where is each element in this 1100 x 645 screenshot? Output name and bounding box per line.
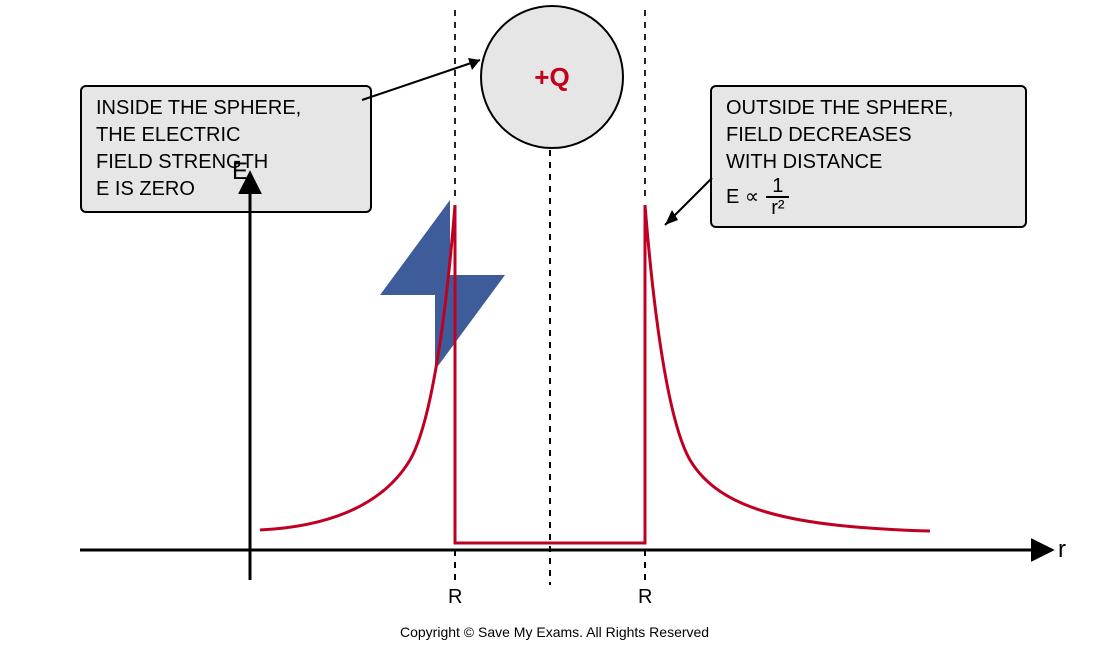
formula-denominator: r² [765,198,790,218]
y-axis-label: E [232,158,248,186]
callout-inside-sphere: INSIDE THE SPHERE, THE ELECTRIC FIELD ST… [80,85,372,213]
formula-lhs: E ∝ [726,184,759,211]
formula-numerator: 1 [766,176,789,198]
callout-line: OUTSIDE THE SPHERE, [726,95,1011,122]
callout-line: WITH DISTANCE [726,149,1011,176]
callout-outside-sphere: OUTSIDE THE SPHERE, FIELD DECREASES WITH… [710,85,1027,228]
charged-sphere: +Q [480,5,624,149]
sphere-label: +Q [534,62,569,93]
callout-line: E IS ZERO [96,176,356,203]
formula-fraction: 1 r² [765,176,790,218]
tick-label-R-right: R [638,586,652,609]
x-axis-label: r [1058,536,1066,564]
callout-formula: E ∝ 1 r² [726,176,1011,218]
callout-line: FIELD DECREASES [726,122,1011,149]
lightning-bolt-icon [380,200,510,375]
copyright-text: Copyright © Save My Exams. All Rights Re… [400,624,709,640]
tick-label-R-left: R [448,586,462,609]
callout-line: THE ELECTRIC [96,122,356,149]
callout-line: INSIDE THE SPHERE, [96,95,356,122]
callout-line: FIELD STRENGTH [96,149,356,176]
